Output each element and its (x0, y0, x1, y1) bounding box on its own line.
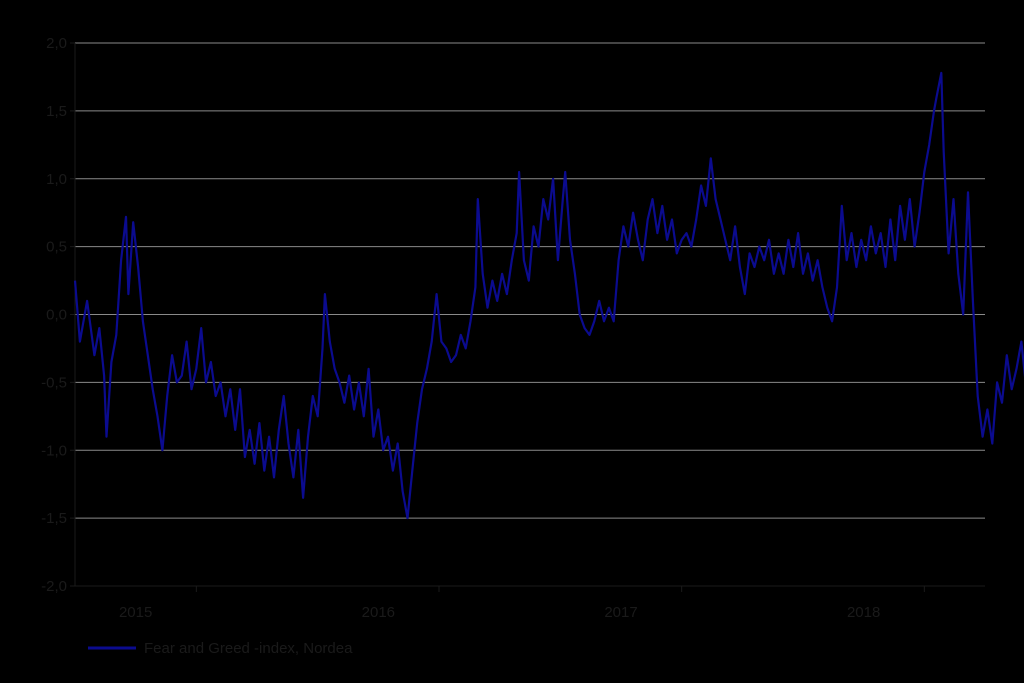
grid-lines (75, 42, 985, 519)
y-tick-label: -1,0 (41, 442, 67, 459)
y-tick-label: 0,0 (46, 307, 67, 324)
y-tick-labels: -2,0 -1,5 -1,0 -0,5 0,0 0,5 1,0 1,5 2,0 (41, 35, 67, 595)
y-tick-label: 2,0 (46, 35, 67, 52)
y-tick-label: 1,5 (46, 103, 67, 120)
y-tick-label: -1,5 (41, 510, 67, 527)
x-tick-label: 2017 (604, 604, 637, 621)
series-line-fear-greed (73, 71, 1024, 520)
legend: Fear and Greed -index, Nordea (88, 640, 353, 657)
x-tick-label: 2016 (362, 604, 395, 621)
y-tick-label: 0,5 (46, 239, 67, 256)
x-tick-label: 2018 (847, 604, 880, 621)
y-tick-label: -0,5 (41, 374, 67, 391)
axes (70, 42, 985, 592)
y-tick-label: 1,0 (46, 171, 67, 188)
legend-label: Fear and Greed -index, Nordea (144, 640, 353, 657)
x-tick-labels: 2015 2016 2017 2018 (119, 604, 880, 621)
x-tick-label: 2015 (119, 604, 152, 621)
y-tick-label: -2,0 (41, 578, 67, 595)
